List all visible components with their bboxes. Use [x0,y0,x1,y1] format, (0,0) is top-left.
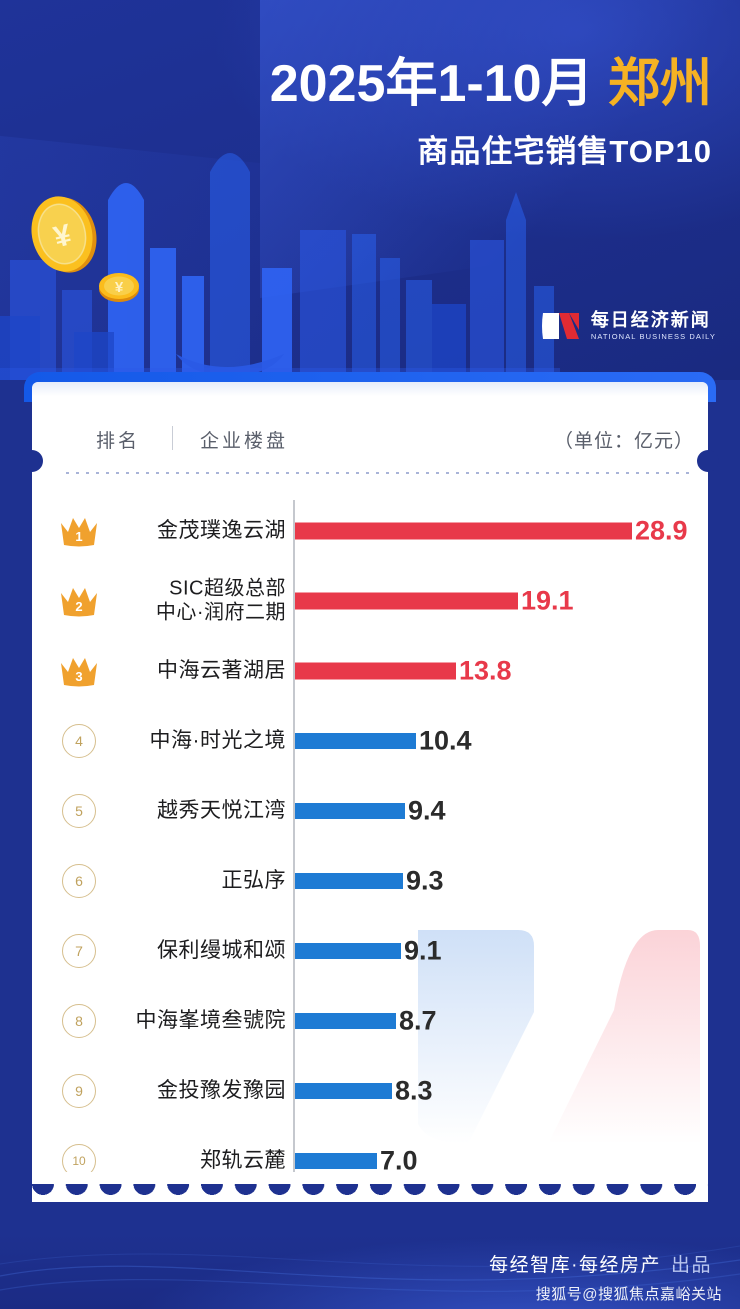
svg-text:1: 1 [75,529,82,544]
chart-row: 3 中海云著湖居 13.8 [40,636,708,706]
crown-icon: 2 [61,588,97,617]
bar-value: 28.9 [635,515,688,546]
bar [295,662,456,680]
brand-text: 每日经济新闻 NATIONAL BUSINESS DAILY [591,311,716,341]
svg-text:¥: ¥ [115,279,124,296]
footer: 每经智库·每经房产 出品 搜狐号@搜狐焦点嘉峪关站 [0,1234,740,1309]
table-header: 排名 企业楼盘 （单位：亿元） [40,392,708,474]
column-header-rank: 排名 [96,431,141,452]
brand-name-en: NATIONAL BUSINESS DAILY [590,332,716,342]
bar-value: 8.3 [395,1075,433,1106]
rank-badge: 5 [62,794,96,828]
chart-axis [293,500,295,1172]
project-name: 中海·时光之境 [149,729,286,753]
bar [295,522,632,540]
card-scalloped-edge [32,1184,708,1206]
card-notch-right [697,450,719,472]
bar [295,1153,377,1169]
rank-badge: 9 [62,1074,96,1108]
project-name: 郑轨云麓 [200,1149,286,1173]
dotted-separator [66,472,690,474]
bar [295,943,401,959]
chart-row: 8 中海峯境叁號院 8.7 [40,986,708,1056]
crown-icon: 3 [61,658,97,687]
chart-row: 6 正弘序 9.3 [40,846,708,916]
footer-wave-decoration [0,1245,740,1292]
rank-badge: 4 [62,724,96,758]
header-divider [172,426,173,450]
gold-coin-icon: ¥ [31,196,97,273]
crown-icon: 1 [61,518,97,547]
chart-row: 4 中海·时光之境 10.4 [40,706,708,776]
footer-credit: 每经智库·每经房产 出品 [489,1250,712,1277]
bar-value: 7.0 [380,1145,418,1176]
project-name: 正弘序 [221,869,286,893]
project-name: 金投豫发豫园 [157,1079,286,1103]
bar [295,1013,396,1029]
title-city: 郑州 [607,55,712,113]
source-watermark: 搜狐号@搜狐焦点嘉峪关站 [535,1286,722,1303]
page-title: 2025年1-10月 郑州 [270,56,712,112]
bar-value: 9.4 [408,795,446,826]
ranking-card: 排名 企业楼盘 （单位：亿元） 1 金茂璞逸云湖 28.9 2 SIC超级总部 中心·润府… [21,372,719,1234]
brand-logo: 每日经济新闻 NATIONAL BUSINESS DAILY [539,308,716,344]
card-bottom-fill [32,1172,708,1185]
project-name: SIC超级总部 中心·润府二期 [155,577,286,624]
card-body: 排名 企业楼盘 （单位：亿元） 1 金茂璞逸云湖 28.9 2 SIC超级总部 中心·润府… [32,382,708,1202]
project-name: 中海峯境叁號院 [135,1009,286,1033]
svg-text:3: 3 [75,669,82,684]
footer-credit-suffix: 出品 [670,1255,712,1276]
footer-background [0,1234,740,1309]
title-block: 2025年1-10月 郑州 商品住宅销售TOP10 [270,56,712,171]
hero-banner: ¥ ¥ 2025年1-10月 郑州 商品住宅销售TOP10 每日经济新闻 NAT… [0,0,740,380]
footer-credit-main: 每经智库·每经房产 [489,1255,661,1276]
chart-row: 7 保利缦城和颂 9.1 [40,916,708,986]
bar-value: 9.3 [406,865,444,896]
project-name: 保利缦城和颂 [157,939,286,963]
gold-coin-small-icon: ¥ [99,273,139,302]
brand-name-cn: 每日经济新闻 [590,310,711,331]
nbd-logo-icon [541,313,579,339]
svg-text:2: 2 [75,599,82,614]
project-name: 越秀天悦江湾 [157,799,286,823]
bar-value: 13.8 [459,655,512,686]
bar-value: 9.1 [404,935,442,966]
rank-badge: 8 [62,1004,96,1038]
project-name: 中海云著湖居 [157,659,286,683]
bar [295,1083,392,1099]
unit-label: （单位：亿元） [553,431,694,452]
card-notch-left [21,450,43,472]
page-subtitle: 商品住宅销售TOP10 [417,134,712,170]
bar [295,873,403,889]
chart-row: 5 越秀天悦江湾 9.4 [40,776,708,846]
column-header-name: 企业楼盘 [200,431,289,452]
title-period: 2025年1-10月 [269,55,594,113]
bar-value: 10.4 [419,725,472,756]
rank-badge: 7 [62,934,96,968]
bar-value: 8.7 [399,1005,437,1036]
chart-row: 1 金茂璞逸云湖 28.9 [40,496,708,566]
bar [295,803,405,819]
chart-row: 10 郑轨云麓 7.0 [40,1126,708,1196]
bar-chart: 1 金茂璞逸云湖 28.9 2 SIC超级总部 中心·润府二期 19.1 3 中海云著湖居 13.… [40,488,708,1194]
chart-row: 2 SIC超级总部 中心·润府二期 19.1 [40,566,708,636]
bar [295,733,416,749]
bar [295,592,518,610]
chart-row: 9 金投豫发豫园 8.3 [40,1056,708,1126]
project-name: 金茂璞逸云湖 [157,519,286,543]
bar-value: 19.1 [521,585,574,616]
rank-badge: 6 [62,864,96,898]
